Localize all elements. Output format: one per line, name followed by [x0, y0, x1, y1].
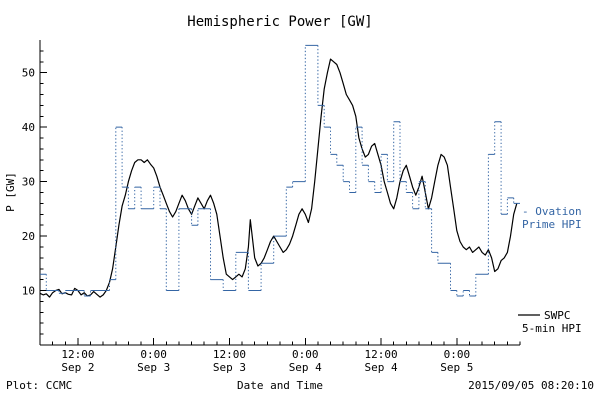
x-tick-date: Sep 2 [61, 361, 94, 374]
x-tick-time: 12:00 [61, 348, 94, 361]
y-tick-label: 10 [22, 285, 35, 298]
y-tick-label: 50 [22, 67, 35, 80]
footer-timestamp: 2015/09/05 08:20:10 [468, 379, 594, 392]
x-tick-time: 0:00 [140, 348, 167, 361]
legend-ovation-line2: Prime HPI [522, 218, 582, 231]
y-tick-label: 20 [22, 230, 35, 243]
legend-swpc-line1: SWPC [544, 309, 571, 322]
x-tick-date: Sep 3 [137, 361, 170, 374]
x-tick-date: Sep 4 [364, 361, 397, 374]
legend-ovation-line1: - Ovation [522, 205, 582, 218]
chart-title: Hemispheric Power [GW] [187, 14, 372, 30]
x-axis-label: Date and Time [237, 379, 323, 392]
y-axis-label: P [GW] [4, 172, 17, 212]
swpc-line [39, 58, 518, 298]
x-tick-date: Sep 5 [440, 361, 473, 374]
x-tick-time: 12:00 [364, 348, 397, 361]
ovation-step-verticals [45, 45, 515, 296]
legend-swpc-line2: 5-min HPI [522, 322, 582, 335]
y-tick-label: 30 [22, 176, 35, 189]
ovation-step-line [40, 44, 520, 297]
x-tick-time: 0:00 [292, 348, 319, 361]
x-tick-date: Sep 4 [289, 361, 322, 374]
x-tick-date: Sep 3 [213, 361, 246, 374]
series-layer [39, 44, 520, 298]
x-tick-time: 12:00 [213, 348, 246, 361]
y-tick-label: 40 [22, 121, 35, 134]
x-tick-time: 0:00 [444, 348, 471, 361]
footer-plot-source: Plot: CCMC [6, 379, 72, 392]
